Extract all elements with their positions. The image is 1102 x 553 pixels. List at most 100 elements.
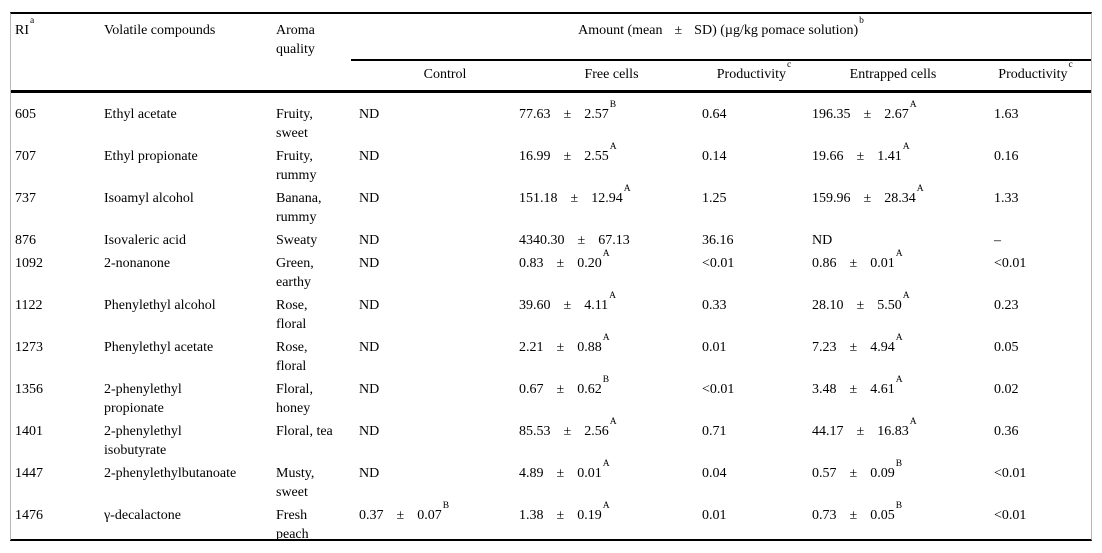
cell-ri: 1476 bbox=[15, 508, 43, 523]
compound-name: Isovaleric acid bbox=[104, 233, 187, 248]
aroma-quality: Sweaty bbox=[276, 233, 318, 248]
cell-entrapped-productivity: 1.63 bbox=[994, 107, 1019, 122]
cell-control: ND bbox=[351, 185, 491, 227]
amount-value: 85.53 ±2.56A bbox=[519, 418, 696, 441]
significance-letter: A bbox=[623, 184, 631, 195]
plus-minus-symbol: ± bbox=[570, 191, 579, 206]
header-row-groups: RIa Volatile compounds Aroma quality Amo… bbox=[11, 14, 1092, 93]
cell-entrapped-productivity: 0.36 bbox=[994, 424, 1019, 439]
amount-value: 19.66 ±1.41A bbox=[812, 143, 984, 166]
cell-free-productivity: 36.16 bbox=[702, 233, 734, 248]
mean-value: 19.66 bbox=[812, 149, 844, 164]
cell-compound: γ-decalactone bbox=[101, 502, 273, 544]
free-cells-label: Free cells bbox=[584, 67, 639, 82]
col-header-compounds: Volatile compounds bbox=[101, 14, 273, 93]
aroma-quality: Green, earthy bbox=[276, 256, 314, 290]
amount-value: 3.48 ±4.61A bbox=[812, 375, 984, 399]
cell-entrapped-productivity: 0.16 bbox=[994, 149, 1019, 164]
sd-value: 0.05B bbox=[870, 501, 903, 523]
col-header-amount-group: Amount (mean ± SD) (µg/kg pomace solution)… bbox=[351, 14, 1092, 61]
table-row: 1273 Phenylethyl acetate Rose, floral ND 2.2… bbox=[11, 334, 1091, 376]
sd-value: 4.94A bbox=[870, 333, 903, 355]
amount-group-title: Amount (mean ± SD) (µg/kg pomace solution)… bbox=[578, 17, 864, 38]
cell-free-productivity: 1.25 bbox=[702, 191, 727, 206]
cell-ri: 876 bbox=[15, 233, 36, 248]
cell-aroma: Rose, floral bbox=[273, 292, 351, 334]
cell-entrapped-cells: 159.96 ±28.34A bbox=[802, 185, 984, 227]
mean-value: 44.17 bbox=[812, 424, 844, 439]
compound-name: Ethyl acetate bbox=[104, 107, 177, 122]
significance-letter: A bbox=[602, 459, 610, 470]
col-header-free-cells: Free cells bbox=[491, 60, 696, 93]
amount-value: 28.10 ±5.50A bbox=[812, 292, 984, 315]
cell-free-cells: 16.99 ±2.55A bbox=[491, 143, 696, 185]
table-body: 605 Ethyl acetate Fruity, sweet ND 77.63 ±2.5… bbox=[11, 92, 1091, 545]
compound-name: γ-decalactone bbox=[104, 508, 181, 523]
compound-name: Phenylethyl alcohol bbox=[104, 298, 216, 313]
mean-value: 159.96 bbox=[812, 191, 851, 206]
plus-minus-symbol: ± bbox=[563, 107, 572, 122]
cell-compound: Phenylethyl alcohol bbox=[101, 292, 273, 334]
amount-value: 0.57 ±0.09B bbox=[812, 460, 984, 483]
mean-value: 2.21 bbox=[519, 340, 544, 355]
table-row: 1476 γ-decalactone Fresh peach 0.37 ±0.07B 1.… bbox=[11, 502, 1091, 544]
plus-minus-symbol: ± bbox=[856, 149, 865, 164]
plus-minus-symbol: ± bbox=[563, 149, 572, 164]
cell-entrapped-productivity: 0.23 bbox=[994, 298, 1019, 313]
amount-value: ND bbox=[359, 340, 380, 355]
sd-value: 2.67A bbox=[884, 100, 917, 122]
amount-value: 4340.30 ±67.13 bbox=[519, 231, 696, 250]
cell-control: ND bbox=[351, 227, 491, 250]
table-row: 1401 2-phenylethyl isobutyrate Floral, tea… bbox=[11, 418, 1091, 460]
cell-compound: Isoamyl alcohol bbox=[101, 185, 273, 227]
amount-value: ND bbox=[359, 256, 380, 271]
cell-entrapped-cells: 0.86 ±0.01A bbox=[802, 250, 984, 292]
cell-entrapped-productivity: 1.33 bbox=[994, 191, 1019, 206]
table-header: RIa Volatile compounds Aroma quality Amo… bbox=[11, 14, 1092, 93]
significance-letter: A bbox=[609, 291, 617, 302]
cell-control: ND bbox=[351, 376, 491, 418]
col-header-entrapped-cells: Entrapped cells bbox=[802, 60, 984, 93]
amount-value: 4.89 ±0.01A bbox=[519, 460, 696, 483]
cell-entrapped-productivity: – bbox=[994, 233, 1001, 248]
sd-value: 2.57B bbox=[584, 100, 617, 122]
amount-value: 151.18 ±12.94A bbox=[519, 185, 696, 208]
amount-value: ND bbox=[359, 466, 380, 481]
significance-letter: B bbox=[602, 375, 610, 386]
cell-compound: 2-phenylethylbutanoate bbox=[101, 460, 273, 502]
plus-minus-symbol: ± bbox=[856, 424, 865, 439]
cell-ri: 707 bbox=[15, 149, 36, 164]
plus-minus-symbol: ± bbox=[674, 23, 683, 38]
amount-value: 44.17 ±16.83A bbox=[812, 418, 984, 441]
aroma-quality: Floral, honey bbox=[276, 382, 313, 416]
aroma-quality: Rose, floral bbox=[276, 298, 308, 332]
cell-free-cells: 85.53 ±2.56A bbox=[491, 418, 696, 460]
plus-minus-symbol: ± bbox=[556, 256, 565, 271]
amount-value: 0.37 ±0.07B bbox=[359, 502, 491, 525]
cell-ri: 1273 bbox=[15, 340, 43, 355]
table-row: 605 Ethyl acetate Fruity, sweet ND 77.63 ±2.5… bbox=[11, 92, 1091, 144]
mean-value: 4340.30 bbox=[519, 233, 565, 248]
amount-value: 39.60 ±4.11A bbox=[519, 292, 696, 315]
cell-ri: 605 bbox=[15, 107, 36, 122]
cell-control: ND bbox=[351, 292, 491, 334]
col-header-ri: RIa bbox=[11, 14, 101, 93]
cell-entrapped-cells: 196.35 ±2.67A bbox=[802, 92, 984, 144]
compounds-label: Volatile compounds bbox=[104, 23, 216, 38]
amount-value: 0.83 ±0.20A bbox=[519, 250, 696, 273]
mean-value: 0.73 bbox=[812, 508, 837, 523]
amount-value: ND bbox=[359, 191, 380, 206]
cell-entrapped-productivity: <0.01 bbox=[994, 256, 1027, 271]
significance-letter: A bbox=[895, 333, 903, 344]
aroma-quality: Fruity, rummy bbox=[276, 149, 317, 183]
cell-compound: 2-nonanone bbox=[101, 250, 273, 292]
compound-name: Ethyl propionate bbox=[104, 149, 198, 164]
amount-value: ND bbox=[359, 382, 380, 397]
cell-control: ND bbox=[351, 250, 491, 292]
significance-letter: A bbox=[895, 375, 903, 386]
cell-free-productivity: 0.04 bbox=[702, 466, 727, 481]
plus-minus-symbol: ± bbox=[863, 107, 872, 122]
mean-value: 151.18 bbox=[519, 191, 558, 206]
amount-value: 1.38 ±0.19A bbox=[519, 502, 696, 525]
sd-value: 4.61A bbox=[870, 375, 903, 397]
